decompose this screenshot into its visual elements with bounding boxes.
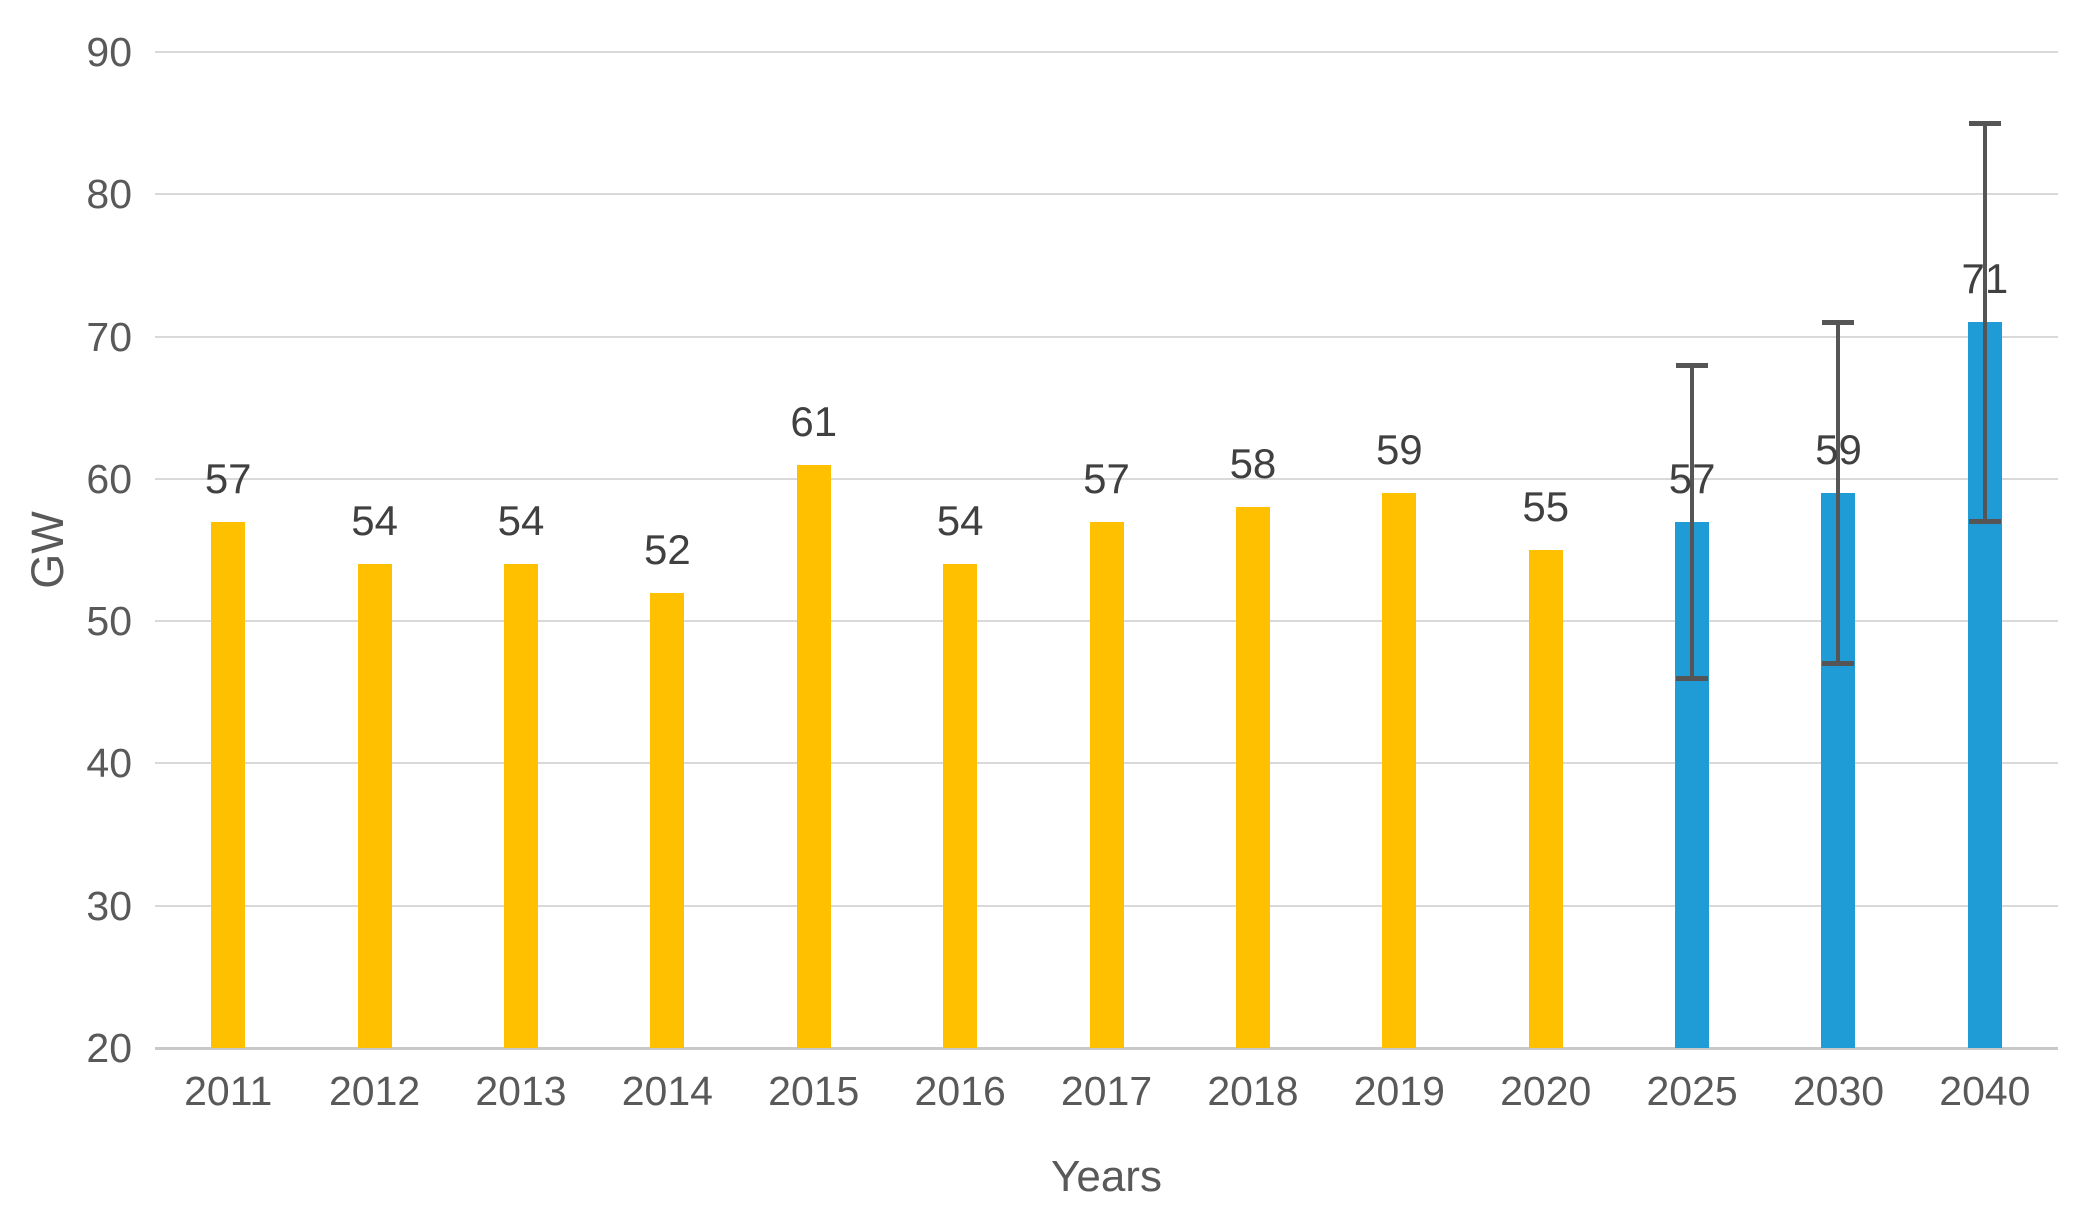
bar-2012 [357,564,392,1048]
error-bar-cap-high-2025 [1676,362,1709,368]
data-label-2030: 59 [1815,426,1862,474]
data-label-2019: 59 [1375,426,1423,474]
x-axis-title: Years [1051,1152,1162,1201]
bar-slot-2011: 57 [155,52,301,1048]
x-tick-label-2015: 2015 [768,1068,860,1114]
x-axis-line [155,1047,2058,1050]
x-tick-label-2014: 2014 [621,1068,713,1114]
data-label-2020: 55 [1522,483,1570,530]
error-bar-cap-low-2025 [1676,675,1709,681]
data-label-2012: 54 [351,497,398,545]
x-tick-label-2012: 2012 [328,1068,421,1114]
bar-2013 [503,564,538,1048]
x-tick-label-2019: 2019 [1353,1068,1445,1114]
bar-2015 [796,464,831,1048]
data-label-2011: 57 [204,454,252,502]
data-label-2018: 58 [1229,440,1277,488]
bar-slot-2040: 71 [1912,52,2058,1048]
data-label-2025: 57 [1668,454,1716,502]
bar-2011 [211,521,246,1048]
plot-area: 57 54 54 52 61 54 57 58 59 55 57 59 71 [155,51,2058,1050]
data-label-2017: 57 [1083,454,1130,502]
y-gridline-70 [155,335,2058,338]
bar-slot-2020: 55 [1473,52,1619,1048]
error-bar-2025 [1690,365,1695,679]
bar-slot-2018: 58 [1180,52,1326,1048]
bar-slot-2014: 52 [594,52,740,1048]
error-bar-cap-low-2030 [1822,661,1855,667]
x-tick-label-2020: 2020 [1500,1068,1592,1114]
bar-2020 [1528,550,1563,1048]
bar-slot-2016: 54 [887,52,1033,1048]
y-gridline-90 [155,51,2058,53]
x-tick-label-2025: 2025 [1646,1068,1738,1114]
bar-slot-2019: 59 [1326,52,1472,1048]
y-gridline-60 [155,477,2058,480]
bar-slot-2012: 54 [301,52,447,1048]
bar-2019 [1382,493,1417,1048]
x-tick-label-2011: 2011 [184,1068,273,1114]
bar-2014 [650,592,685,1048]
data-label-2013: 54 [497,497,545,545]
x-tick-label-2030: 2030 [1792,1068,1885,1114]
error-bar-2040 [1982,123,1987,522]
x-tick-label-2013: 2013 [475,1068,567,1114]
bar-slot-2025: 57 [1619,52,1765,1048]
data-label-2040: 71 [1961,255,2009,303]
error-bar-cap-high-2030 [1822,319,1855,325]
error-bar-2030 [1836,322,1841,664]
x-axis-tick-labels: 2011 2012 2013 2014 2015 2016 2017 2018 2019 2020… [155,1066,2058,1116]
bar-2018 [1235,507,1270,1048]
error-bar-cap-high-2040 [1968,120,2001,126]
x-tick-label-2040: 2040 [1939,1068,2031,1114]
bar-slot-2030: 59 [1765,52,1911,1048]
bars-container: 57 54 54 52 61 54 57 58 59 55 57 59 71 [155,52,2058,1048]
x-tick-label-2018: 2018 [1207,1068,1299,1114]
data-label-2015: 61 [790,397,838,445]
data-label-2014: 52 [644,525,691,573]
x-tick-label-2016: 2016 [914,1068,1006,1114]
y-gridline-80 [155,193,2058,196]
data-label-2016: 54 [936,497,984,545]
bar-slot-2013: 54 [448,52,594,1048]
x-tick-label-2017: 2017 [1060,1068,1153,1114]
bar-2017 [1089,521,1124,1048]
error-bar-cap-low-2040 [1968,519,2001,525]
bar-2016 [943,564,978,1048]
bar-slot-2017: 57 [1033,52,1179,1048]
bar-slot-2015: 61 [741,52,887,1048]
